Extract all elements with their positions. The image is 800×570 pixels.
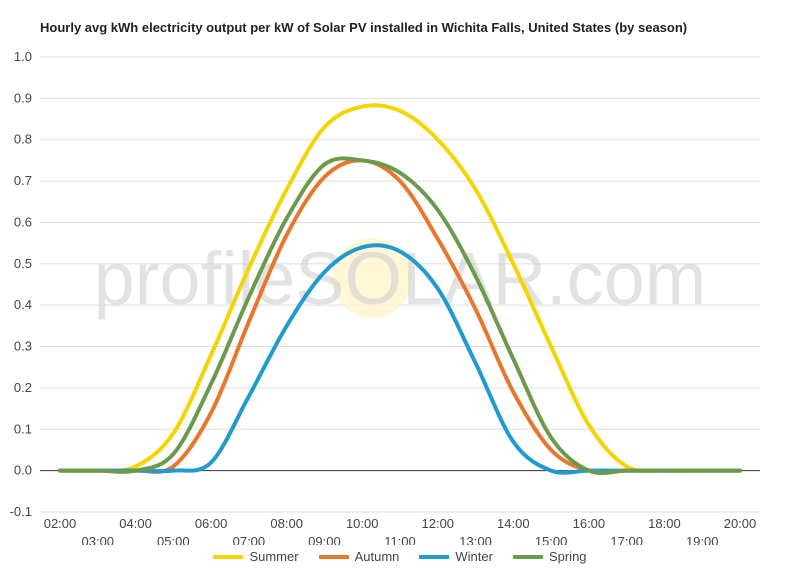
legend-item-summer[interactable]: Summer xyxy=(213,549,299,564)
y-tick-label: 1.0 xyxy=(14,49,32,64)
x-tick-label: 03:00 xyxy=(82,534,115,545)
x-tick-label: 04:00 xyxy=(119,516,152,531)
x-tick-label: 08:00 xyxy=(270,516,303,531)
legend-item-winter[interactable]: Winter xyxy=(419,549,493,564)
legend-swatch xyxy=(213,554,244,559)
x-tick-label: 06:00 xyxy=(195,516,228,531)
y-tick-label: 0.1 xyxy=(14,421,32,436)
y-axis-tick-labels: -0.1 0.0 0.1 0.2 0.3 0.4 0.5 0.6 0.7 0.8 0.9 1.0 xyxy=(10,49,32,519)
legend-item-spring[interactable]: Spring xyxy=(512,549,587,564)
line-chart: -0.1 0.0 0.1 0.2 0.3 0.4 0.5 0.6 0.7 0.8 0.9 1.0 02… xyxy=(10,49,760,545)
y-tick-label: 0.8 xyxy=(14,132,32,147)
x-tick-label: 14:00 xyxy=(497,516,530,531)
y-tick-label: 0.7 xyxy=(14,173,32,188)
x-tick-label: 17:00 xyxy=(610,534,643,545)
legend-swatch xyxy=(318,554,349,559)
legend-label: Spring xyxy=(548,549,587,564)
series-line-summer xyxy=(58,103,742,474)
y-tick-label: 0.3 xyxy=(14,339,32,354)
chart-title: Hourly avg kWh electricity output per kW… xyxy=(40,20,688,35)
x-tick-label: 10:00 xyxy=(346,516,379,531)
x-tick-label: 12:00 xyxy=(422,516,455,531)
x-axis-tick-labels: 02:00 03:00 04:00 05:00 06:00 07:00 08:00 09:00… xyxy=(44,516,757,545)
x-tick-label: 19:00 xyxy=(686,534,719,545)
x-tick-label: 20:00 xyxy=(724,516,757,531)
x-tick-label: 11:00 xyxy=(384,534,416,545)
x-tick-label: 15:00 xyxy=(535,534,568,545)
x-tick-label: 16:00 xyxy=(573,516,606,531)
x-tick-label: 07:00 xyxy=(233,534,266,545)
legend-label: Winter xyxy=(455,549,493,564)
legend-item-autumn[interactable]: Autumn xyxy=(318,549,400,564)
x-tick-label: 09:00 xyxy=(308,534,341,545)
legend-label: Autumn xyxy=(354,549,400,564)
x-tick-label: 05:00 xyxy=(157,534,190,545)
y-tick-label: 0.2 xyxy=(14,380,32,395)
y-tick-label: 0.5 xyxy=(14,256,32,271)
y-tick-label: 0.6 xyxy=(14,214,32,229)
series-line-spring xyxy=(58,156,742,476)
legend-swatch xyxy=(512,554,543,559)
y-tick-label: -0.1 xyxy=(10,504,32,519)
x-tick-label: 18:00 xyxy=(648,516,681,531)
watermark-sun-icon xyxy=(332,238,412,318)
legend: Summer Autumn Winter Spring xyxy=(0,549,800,564)
legend-swatch xyxy=(419,554,450,559)
legend-label: Summer xyxy=(249,549,299,564)
x-tick-label: 13:00 xyxy=(459,534,492,545)
y-tick-label: 0.4 xyxy=(14,297,32,312)
x-tick-label: 02:00 xyxy=(44,516,77,531)
y-tick-label: 0.0 xyxy=(14,463,32,478)
series-lines xyxy=(58,103,742,476)
y-tick-label: 0.9 xyxy=(14,90,32,105)
